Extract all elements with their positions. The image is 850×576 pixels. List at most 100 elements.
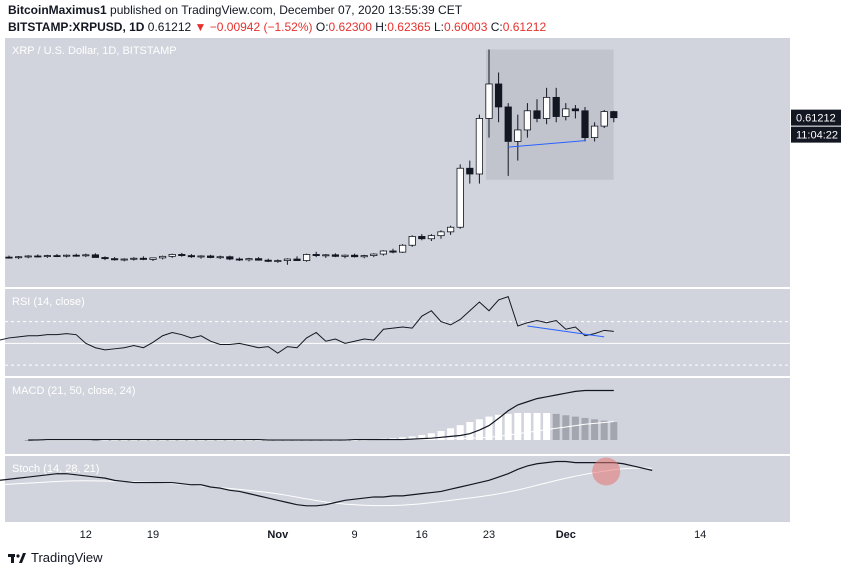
macd-histogram-bar bbox=[495, 414, 503, 440]
stoch-pane[interactable]: Stoch (14, 28, 21) 40.00 80.00 bbox=[0, 455, 850, 524]
ohlc-legend: BITSTAMP:XRPUSD, 1D 0.61212 ▼ −0.00942 (… bbox=[8, 20, 546, 34]
time-tick-label: 9 bbox=[352, 529, 358, 541]
price-tick-label: 0.40000 bbox=[795, 194, 835, 206]
candle-down bbox=[350, 254, 359, 258]
countdown-badge bbox=[791, 126, 841, 143]
candle-up bbox=[591, 125, 599, 138]
price-tick-label: 0.80000 bbox=[795, 41, 835, 53]
price-tick-label: 0.30000 bbox=[795, 232, 835, 244]
candle-up bbox=[379, 250, 388, 255]
close-label: C: bbox=[490, 20, 503, 34]
macd-histogram-bar bbox=[466, 422, 474, 440]
chart-svg[interactable]: XRP / U.S. Dollar, 1D, BITSTAMP USD 0.2000… bbox=[0, 38, 850, 548]
close-value: 0.61212 bbox=[502, 20, 547, 34]
rsi-pane-background bbox=[5, 289, 790, 376]
time-tick-label: Dec bbox=[556, 529, 576, 541]
tradingview-brand[interactable]: TradingView bbox=[8, 550, 103, 565]
candle-down bbox=[293, 258, 301, 261]
published-text: published on TradingView.com, December 0… bbox=[110, 3, 463, 17]
stoch-highlight-circle bbox=[592, 457, 621, 486]
macd-label: MACD (21, 50, close, 24) bbox=[12, 385, 136, 397]
candle-up bbox=[514, 129, 522, 142]
candle-up bbox=[360, 255, 368, 258]
chart-title: XRP / U.S. Dollar, 1D, BITSTAMP bbox=[12, 45, 177, 57]
macd-line bbox=[28, 389, 614, 441]
macd-histogram-bar bbox=[245, 440, 253, 441]
candle-down bbox=[91, 254, 99, 258]
candle-down bbox=[187, 255, 195, 258]
candle-down bbox=[571, 108, 580, 112]
candle-down bbox=[389, 250, 397, 253]
low-label: L: bbox=[434, 20, 445, 34]
rsi-pane[interactable]: RSI (14, close) 25.00 50.00 75.00 100.00 bbox=[0, 284, 850, 378]
candle-down bbox=[226, 256, 234, 260]
macd-histogram-bar bbox=[197, 440, 205, 441]
brand-name: TradingView bbox=[31, 550, 103, 565]
price-pane-axis-background bbox=[790, 38, 850, 287]
macd-pane-axis-background bbox=[790, 378, 850, 454]
candle-up bbox=[197, 255, 205, 258]
candle-up bbox=[216, 256, 224, 259]
tradingview-logo-icon bbox=[8, 552, 26, 563]
candle-up bbox=[149, 257, 157, 260]
time-axis[interactable]: 12 19 Nov 9 16 23 Dec 14 bbox=[0, 523, 850, 548]
candle-down bbox=[5, 256, 13, 259]
candle-up bbox=[437, 231, 445, 237]
candle-up bbox=[245, 258, 253, 261]
macd-histogram-bar bbox=[187, 440, 195, 441]
stoch-label: Stoch (14, 28, 21) bbox=[12, 463, 99, 475]
candle-down bbox=[418, 236, 426, 240]
stoch-tick-label: 80.00 bbox=[795, 455, 823, 467]
macd-histogram-bar bbox=[456, 425, 464, 440]
candle-up bbox=[485, 83, 493, 119]
macd-histogram-bar bbox=[533, 413, 541, 440]
candle-down bbox=[552, 96, 560, 117]
macd-histogram-bar bbox=[91, 440, 99, 441]
candle-up bbox=[14, 256, 23, 259]
macd-histogram-bar bbox=[437, 431, 445, 440]
macd-histogram-bar bbox=[610, 422, 618, 440]
candle-up bbox=[283, 258, 292, 261]
macd-histogram-bar bbox=[562, 415, 570, 440]
price-tick-label: 0.20000 bbox=[795, 271, 835, 283]
candle-down bbox=[235, 258, 243, 261]
rsi-pane-axis-background bbox=[790, 289, 850, 376]
macd-histogram-bar bbox=[216, 440, 224, 441]
candle-up bbox=[427, 235, 436, 240]
stoch-pane-background bbox=[5, 456, 790, 522]
candle-up bbox=[562, 108, 570, 117]
macd-histogram-bar bbox=[111, 440, 119, 441]
macd-histogram-bar bbox=[178, 440, 186, 441]
macd-histogram-bar bbox=[514, 413, 522, 440]
candle-down bbox=[533, 110, 541, 119]
price-pane[interactable]: XRP / U.S. Dollar, 1D, BITSTAMP USD 0.2000… bbox=[5, 38, 850, 289]
macd-histogram-bar bbox=[427, 433, 435, 440]
time-tick-label: 19 bbox=[147, 529, 159, 541]
rsi-tick-label: 25.00 bbox=[795, 366, 823, 378]
down-arrow-icon: ▼ bbox=[194, 20, 207, 34]
macd-pane[interactable]: MACD (21, 50, close, 24) 0.00000 0.10000 bbox=[5, 378, 850, 456]
candle-up bbox=[600, 111, 608, 127]
candle-up bbox=[523, 110, 532, 131]
price-tick-label: 0.50000 bbox=[795, 156, 835, 168]
candle-down bbox=[111, 258, 119, 261]
candle-up bbox=[120, 258, 128, 261]
macd-histogram-bar bbox=[120, 440, 128, 441]
countdown-label: 11:04:22 bbox=[796, 130, 838, 142]
macd-histogram-bar bbox=[351, 440, 359, 441]
candle-down bbox=[254, 258, 263, 261]
macd-histogram-bar bbox=[447, 428, 455, 440]
macd-histogram-bar bbox=[504, 413, 512, 440]
candle-down bbox=[610, 111, 618, 119]
candle-down bbox=[53, 255, 61, 257]
macd-tick-label: 0.10000 bbox=[795, 390, 835, 402]
candle-up bbox=[43, 255, 52, 257]
candle-down bbox=[178, 254, 186, 256]
macd-histogram-bar bbox=[581, 417, 589, 440]
author-name[interactable]: BitcoinMaximus1 bbox=[8, 3, 107, 17]
macd-histogram-bar bbox=[139, 440, 147, 441]
macd-histogram-bar bbox=[226, 440, 234, 441]
high-label: H: bbox=[375, 20, 388, 34]
macd-histogram-bar bbox=[149, 440, 157, 441]
time-axis-background bbox=[0, 523, 850, 548]
